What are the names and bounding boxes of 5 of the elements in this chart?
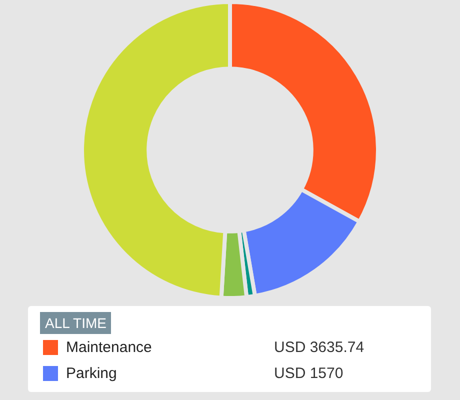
legend-label: Parking	[66, 364, 118, 382]
legend-label: Maintenance	[66, 338, 153, 356]
data-label: USD 1570	[274, 364, 344, 382]
legend-title: ALL TIME	[40, 312, 112, 334]
data-label: USD 3635.74	[274, 338, 364, 356]
